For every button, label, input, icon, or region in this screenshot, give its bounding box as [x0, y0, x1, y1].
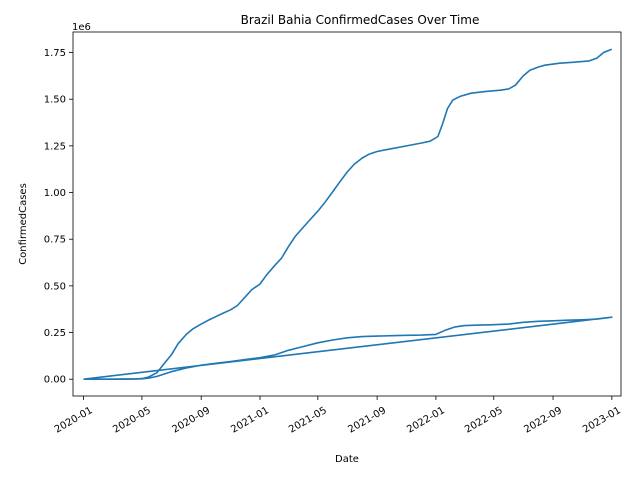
y-tick-label: 0.25	[44, 328, 66, 339]
x-tick-label: 2021-09	[346, 405, 388, 435]
series-layer	[83, 48, 613, 381]
y-tick-label: 0.50	[44, 281, 66, 292]
y-tick-label: 1.25	[44, 141, 66, 152]
x-tick-label: 2022-05	[463, 405, 505, 435]
x-tick-label: 2023-01	[581, 405, 623, 435]
y-offset-text: 1e6	[72, 22, 91, 33]
series-line-1	[83, 48, 613, 381]
x-axis-label: Date	[335, 454, 359, 465]
plot-frame	[72, 31, 622, 397]
x-tick-label: 2021-01	[229, 405, 271, 435]
y-tick-label: 0.00	[44, 375, 66, 386]
y-axis-ticks: 0.00 0.25 0.50 0.75 1.00 1.25 1.50 1.75	[44, 48, 73, 386]
x-tick-label: 2020-05	[111, 405, 153, 435]
y-tick-label: 1.75	[44, 48, 66, 59]
y-tick-label: 1.50	[44, 95, 66, 106]
plot-area	[72, 31, 622, 397]
chart-title: Brazil Bahia ConfirmedCases Over Time	[241, 13, 480, 27]
x-tick-label: 2020-09	[171, 405, 213, 435]
x-axis-ticks: 2020-01 2020-05 2020-09 2021-01 2021-05 2021-…	[53, 396, 623, 436]
x-tick-label: 2022-09	[522, 405, 564, 435]
y-axis-label: ConfirmedCases	[18, 183, 29, 265]
y-tick-label: 1.00	[44, 188, 66, 199]
series-line-2	[83, 316, 613, 381]
x-tick-label: 2020-01	[53, 405, 95, 435]
x-tick-label: 2021-05	[287, 405, 329, 435]
y-tick-label: 0.75	[44, 235, 66, 246]
x-tick-label: 2022-01	[405, 405, 447, 435]
